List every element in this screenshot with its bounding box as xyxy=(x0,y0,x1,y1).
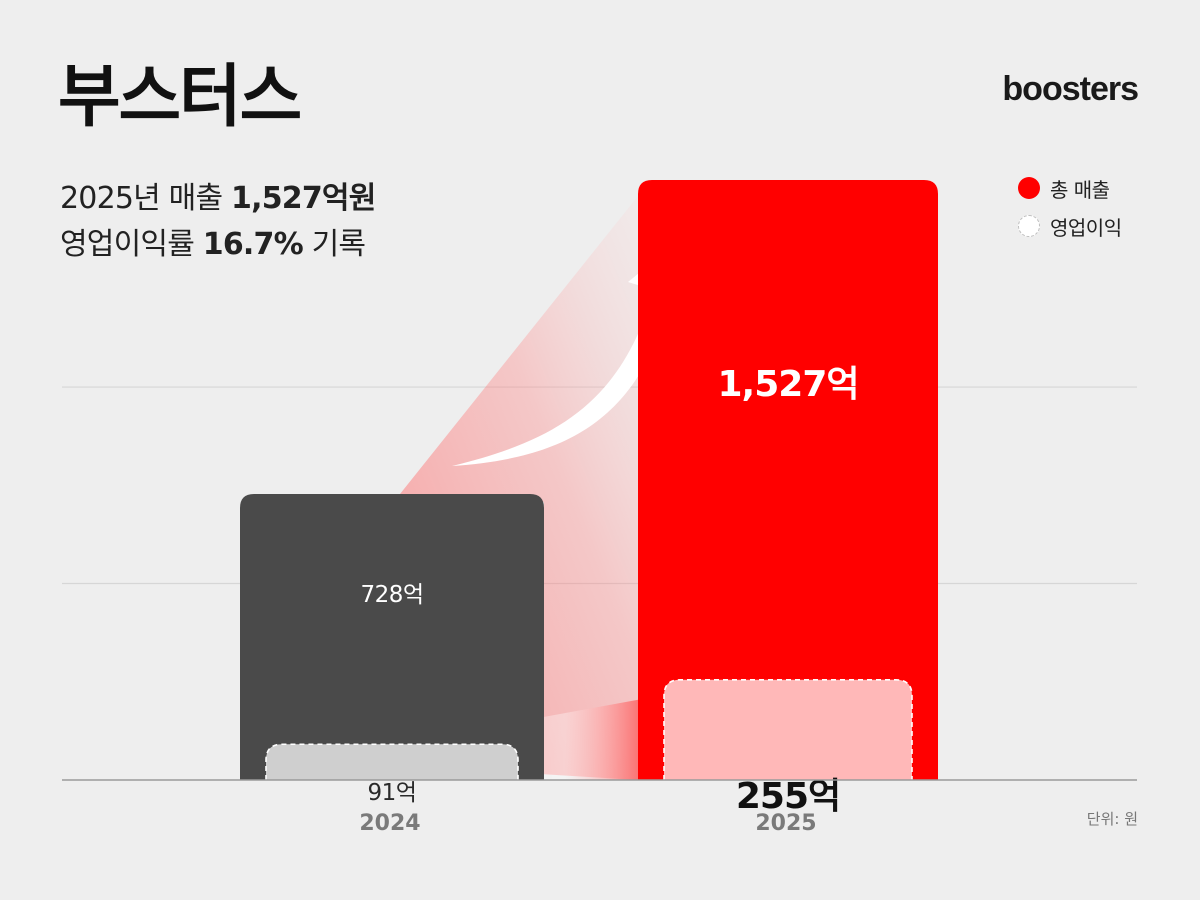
chart-legend: 총 매출 영업이익 xyxy=(1018,176,1122,252)
x-tick-label-2024: 2024 xyxy=(359,811,420,836)
bars xyxy=(240,180,938,780)
profit-bar-2024 xyxy=(265,743,519,780)
legend-item-profit: 영업이익 xyxy=(1018,214,1122,240)
page-title: 부스터스 xyxy=(58,58,302,137)
revenue-line-prefix: 2025년 매출 xyxy=(60,181,232,216)
profit-label-2024: 91억 xyxy=(368,780,417,806)
growth-beam-shape xyxy=(400,196,638,780)
unit-label: 단위: 원 xyxy=(1086,810,1138,828)
revenue-bar-2024 xyxy=(240,493,544,780)
margin-line-prefix: 영업이익률 xyxy=(60,227,203,262)
profit-bar-2025 xyxy=(663,679,913,780)
legend-swatch-profit xyxy=(1018,215,1040,237)
legend-item-revenue: 총 매출 xyxy=(1018,176,1122,202)
x-axis: 2024 2025 xyxy=(62,779,1137,836)
headline-summary: 2025년 매출 1,527억원 영업이익률 16.7% 기록 xyxy=(60,176,376,268)
data-labels: 728억 91억 1,527억 255억 xyxy=(360,364,859,817)
revenue-line: 2025년 매출 1,527억원 xyxy=(60,176,376,222)
revenue-label-2025: 1,527억 xyxy=(718,364,859,405)
legend-label-profit: 영업이익 xyxy=(1050,215,1122,240)
legend-label-revenue: 총 매출 xyxy=(1050,177,1110,202)
x-tick-label-2025: 2025 xyxy=(755,811,816,836)
revenue-label-2024: 728억 xyxy=(360,582,423,608)
revenue-bar-2025 xyxy=(638,180,938,780)
revenue-line-value: 1,527억원 xyxy=(231,181,376,216)
brand-logo: boosters xyxy=(1002,70,1139,108)
legend-swatch-revenue xyxy=(1018,177,1040,199)
margin-line-suffix: 기록 xyxy=(302,227,366,262)
margin-line: 영업이익률 16.7% 기록 xyxy=(60,222,376,268)
profit-label-2025: 255억 xyxy=(736,776,840,817)
margin-line-value: 16.7% xyxy=(202,227,304,262)
